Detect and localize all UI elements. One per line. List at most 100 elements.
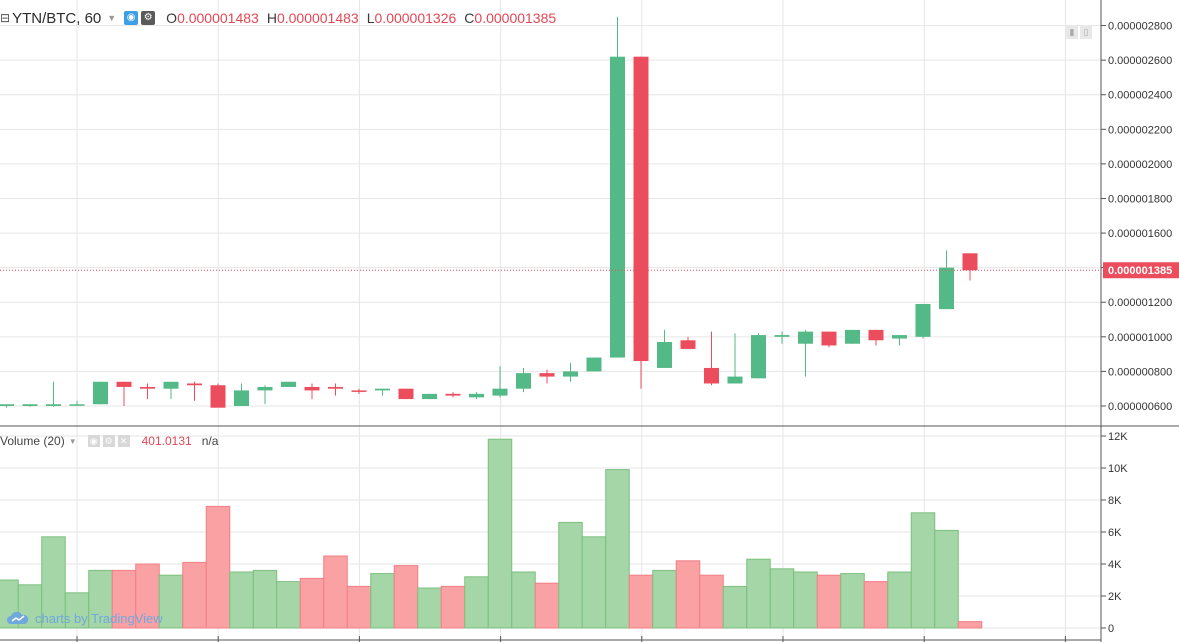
candle-body — [210, 385, 226, 408]
candle — [727, 333, 743, 384]
candle — [586, 357, 602, 372]
eye-icon[interactable]: ◉ — [87, 435, 100, 447]
candle-body — [845, 329, 860, 344]
volume-bar — [793, 571, 818, 629]
tradingview-brand[interactable]: charts by TradingView — [6, 609, 163, 627]
volume-bar — [487, 438, 513, 629]
volume-tick-label: 6K — [1108, 527, 1122, 539]
candle-body — [727, 376, 743, 384]
volume-bar — [252, 569, 278, 629]
price-tick-label: 0.000002600 — [1108, 55, 1172, 67]
candle-body — [398, 388, 414, 400]
candle-body — [539, 373, 555, 377]
candle-body — [46, 404, 61, 406]
volume-bar — [605, 469, 630, 629]
candle — [469, 392, 484, 400]
candle-body — [610, 56, 625, 358]
cloud-icon — [7, 611, 29, 624]
volume-axis[interactable]: 0 2K 4K 6K 8K 10K 12K — [1101, 431, 1128, 635]
volume-bar — [299, 577, 325, 629]
volume-bar — [887, 571, 912, 629]
price-tick-label: 0.000001000 — [1108, 332, 1172, 344]
menu-icon[interactable]: ⊟ — [0, 11, 11, 25]
volume-bar — [229, 571, 254, 629]
candle-body — [915, 303, 931, 337]
close-icon[interactable]: ✕ — [117, 435, 130, 447]
candle — [281, 381, 296, 387]
candle-body — [563, 371, 578, 377]
candle-body — [751, 335, 766, 379]
candle-body — [469, 393, 484, 398]
volume-bar — [182, 561, 207, 629]
candle — [939, 250, 954, 310]
candle — [445, 392, 461, 398]
chevron-down-icon[interactable]: ▼ — [107, 13, 117, 23]
symbol-title[interactable]: YTN/BTC, 60 — [12, 9, 102, 27]
candle — [351, 388, 367, 394]
last-price-label: 0.000001385 — [1103, 262, 1179, 279]
volume-tick-label: 4K — [1108, 559, 1122, 571]
candle-body — [445, 393, 461, 396]
volume-tick-label: 12K — [1108, 431, 1128, 443]
candle — [539, 369, 555, 384]
candle — [46, 381, 61, 407]
pane-controls: ▮ ▯ — [1066, 26, 1094, 39]
low-label: L — [366, 10, 375, 26]
candle — [821, 331, 837, 348]
volume-tick-label: 0 — [1108, 623, 1114, 635]
chevron-down-icon[interactable]: ▼ — [68, 436, 77, 446]
candle-body — [0, 404, 14, 406]
volume-bar — [699, 574, 724, 629]
candle-body — [657, 342, 672, 368]
candle — [610, 16, 625, 358]
candle-body — [140, 386, 155, 389]
volume-tick-label: 8K — [1108, 495, 1122, 507]
gear-icon[interactable]: ⚙ — [141, 11, 156, 25]
candle-body — [868, 329, 884, 341]
candle — [234, 383, 249, 406]
candle-body — [328, 386, 343, 389]
volume-bar — [511, 571, 536, 629]
volume-bar — [558, 521, 583, 629]
candle — [210, 383, 226, 408]
candle-body — [116, 381, 132, 387]
volume-bar — [910, 512, 936, 629]
candle — [516, 367, 531, 393]
candle — [845, 329, 860, 344]
candle-body — [234, 390, 249, 406]
maximize-icon[interactable]: ▯ — [1080, 26, 1092, 39]
gear-icon[interactable]: ⚙ — [102, 435, 115, 447]
candle — [328, 383, 343, 396]
price-tick-label: 0.000002400 — [1108, 90, 1172, 102]
candle — [304, 383, 320, 400]
low-value: 0.000001326 — [374, 10, 457, 26]
volume-bar — [840, 573, 865, 629]
candle-body — [422, 393, 437, 400]
candle-body — [281, 381, 296, 387]
eye-icon[interactable]: ◉ — [124, 11, 139, 25]
price-tick-label: 0.000000800 — [1108, 366, 1172, 378]
candle-body — [492, 388, 508, 396]
price-axis[interactable]: 0.000000600 0.000000800 0.000001000 0.00000… — [1101, 21, 1172, 413]
close-label: C — [464, 10, 475, 26]
volume-bar — [205, 505, 231, 629]
candle-body — [633, 56, 649, 362]
candle — [398, 388, 414, 400]
brand-text: charts by TradingView — [35, 610, 163, 626]
candle — [680, 336, 696, 349]
symbol-header: ⊟ YTN/BTC, 60 ▼ ◉ ⚙ O 0.000001483 H 0.0000… — [0, 8, 556, 28]
candle — [140, 383, 155, 400]
collapse-icon[interactable]: ▮ — [1066, 26, 1078, 39]
volume-title[interactable]: Volume (20) — [0, 434, 65, 448]
volume-tick-label: 10K — [1108, 463, 1128, 475]
volume-bar — [417, 587, 442, 629]
candle-body — [680, 340, 696, 349]
candle — [375, 388, 390, 396]
candle-body — [516, 373, 531, 389]
price-tick-label: 0.000001200 — [1108, 297, 1172, 309]
volume-bar — [652, 569, 677, 629]
volume-bar — [276, 581, 301, 629]
volume-ma-value: n/a — [201, 434, 219, 448]
candle — [962, 253, 978, 281]
